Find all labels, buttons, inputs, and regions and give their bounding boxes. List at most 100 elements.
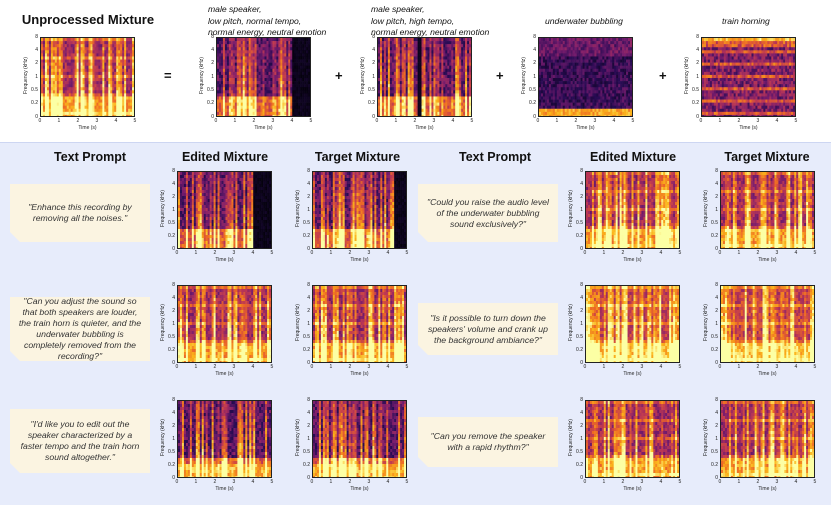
x-axis-label: Time (s) (720, 371, 815, 377)
x-axis-label: Time (s) (177, 486, 272, 492)
x-tick-label: 2 (253, 119, 256, 124)
prompt-box-6: "Can you remove the speaker with a rapid… (418, 417, 558, 467)
y-tick-label: 4 (35, 47, 38, 53)
prompt-box-2: "Can you adjust the sound so that both s… (10, 297, 150, 361)
prompt-box-1: "Enhance this recording by removing all … (10, 184, 150, 242)
y-axis-label: Frequency (kHz) (703, 304, 709, 341)
x-tick-label: 4 (660, 365, 663, 370)
y-tick-label: 2 (372, 61, 375, 66)
x-tick-label: 2 (349, 251, 352, 256)
x-tick-label: 2 (575, 119, 578, 124)
y-tick-label: 0 (715, 360, 718, 366)
spectrogram-image (177, 285, 272, 363)
x-tick-label: 4 (795, 480, 798, 485)
y-tick-label: 8 (172, 397, 175, 403)
y-tick-label: 1 (372, 74, 375, 80)
y-tick-label: 4 (307, 295, 310, 301)
x-tick-label: 5 (134, 119, 137, 124)
y-tick-label: 4 (533, 47, 536, 53)
y-axis-label: Frequency (kHz) (295, 190, 301, 227)
x-tick-label: 4 (660, 251, 663, 256)
y-tick-label: 8 (35, 34, 38, 40)
x-tick-label: 5 (795, 119, 798, 124)
x-tick-label: 5 (471, 119, 474, 124)
y-axis-label: Frequency (kHz) (684, 57, 690, 94)
x-tick-label: 4 (387, 251, 390, 256)
plus-operator-1: + (335, 68, 343, 83)
y-tick-label: 0.5 (303, 334, 310, 340)
spectrogram-edited-row2-right: 8 4 2 1 0.5 0.2 0 0 1 2 3 4 5 Time (s) Frequency (kHz) (568, 282, 681, 377)
x-axis-label: Time (s) (216, 125, 311, 131)
x-tick-label: 4 (387, 365, 390, 370)
y-axis-label: Frequency (kHz) (160, 419, 166, 456)
x-tick-label: 0 (176, 251, 179, 256)
x-axis-label: Time (s) (585, 371, 680, 377)
header-target-right: Target Mixture (712, 150, 822, 164)
y-tick-label: 4 (172, 181, 175, 187)
y-axis-label: Frequency (kHz) (568, 190, 574, 227)
header-edited-left: Edited Mixture (170, 150, 280, 164)
y-tick-label: 8 (172, 168, 175, 174)
y-tick-label: 8 (211, 34, 214, 40)
x-axis-label: Time (s) (312, 371, 407, 377)
x-axis-label: Time (s) (585, 257, 680, 263)
x-tick-label: 4 (252, 251, 255, 256)
x-axis-label: Time (s) (701, 125, 796, 131)
x-tick-label: 4 (776, 119, 779, 124)
x-tick-label: 1 (603, 480, 606, 485)
y-tick-label: 8 (307, 168, 310, 174)
y-tick-label: 1 (307, 207, 310, 213)
y-tick-label: 4 (696, 47, 699, 53)
spectrogram-edited-row2-left: 8 4 2 1 0.5 0.2 0 0 1 2 3 4 5 Time (s) Frequency (kHz) (160, 282, 273, 377)
y-tick-label: 2 (172, 308, 175, 314)
header-target-left: Target Mixture (300, 150, 415, 164)
y-tick-label: 4 (172, 295, 175, 301)
x-tick-label: 5 (814, 480, 817, 485)
spectrogram-edited-row1-right: 8 4 2 1 0.5 0.2 0 0 1 2 3 4 5 Time (s) Frequency (kHz) (568, 168, 681, 263)
x-tick-label: 1 (195, 480, 198, 485)
y-tick-label: 0 (172, 246, 175, 252)
source-caption-bubbling: underwater bubbling (545, 16, 645, 28)
spectrogram-unprocessed-mixture: 8 4 2 1 0.5 0.2 0 0 1 2 3 4 5 Time (s) Frequency (kHz) (23, 34, 137, 131)
x-tick-label: 0 (584, 365, 587, 370)
x-tick-label: 0 (700, 119, 703, 124)
y-tick-label: 4 (172, 410, 175, 416)
x-tick-label: 3 (368, 251, 371, 256)
y-tick-label: 0.5 (711, 334, 718, 340)
spectrogram-image (720, 285, 815, 363)
y-tick-label: 0.5 (31, 87, 38, 93)
y-tick-label: 8 (715, 282, 718, 288)
y-tick-label: 0.2 (711, 462, 718, 468)
x-tick-label: 4 (452, 119, 455, 124)
y-tick-label: 4 (715, 181, 718, 187)
x-tick-label: 2 (414, 119, 417, 124)
y-tick-label: 2 (580, 194, 583, 200)
y-tick-label: 1 (580, 321, 583, 327)
plus-operator-2: + (496, 68, 504, 83)
y-tick-label: 0 (715, 475, 718, 481)
y-tick-label: 0 (172, 360, 175, 366)
y-axis-label: Frequency (kHz) (568, 304, 574, 341)
y-tick-label: 0.5 (368, 87, 375, 93)
x-tick-label: 0 (584, 480, 587, 485)
x-tick-label: 4 (795, 251, 798, 256)
y-tick-label: 0.5 (168, 449, 175, 455)
y-axis-label: Frequency (kHz) (160, 190, 166, 227)
spectrogram-image (720, 400, 815, 478)
y-tick-label: 2 (533, 61, 536, 66)
x-axis-label: Time (s) (720, 257, 815, 263)
spectrogram-source-train: 8 4 2 1 0.5 0.2 0 0 1 2 3 4 5 Time (s) Frequency (kHz) (684, 34, 798, 131)
y-tick-label: 2 (211, 61, 214, 66)
y-tick-label: 2 (715, 308, 718, 314)
x-tick-label: 2 (214, 365, 217, 370)
x-tick-label: 1 (603, 251, 606, 256)
spectrogram-target-row2-left: 8 4 2 1 0.5 0.2 0 0 1 2 3 4 5 Time (s) Frequency (kHz) (295, 282, 408, 377)
spectrogram-target-row1-right: 8 4 2 1 0.5 0.2 0 0 1 2 3 4 5 Time (s) Frequency (kHz) (703, 168, 816, 263)
y-tick-label: 2 (35, 61, 38, 66)
y-tick-label: 4 (715, 410, 718, 416)
y-tick-label: 4 (580, 295, 583, 301)
y-tick-label: 1 (211, 74, 214, 80)
y-axis-label: Frequency (kHz) (23, 57, 29, 94)
x-tick-label: 3 (233, 365, 236, 370)
y-tick-label: 0.5 (303, 449, 310, 455)
